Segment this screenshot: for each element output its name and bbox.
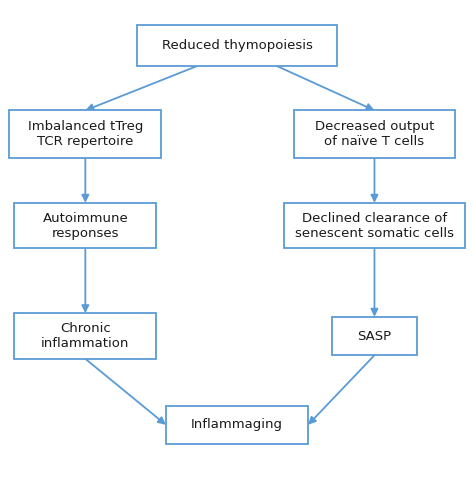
Text: SASP: SASP [357,329,392,343]
Text: Reduced thymopoiesis: Reduced thymopoiesis [162,39,312,52]
FancyBboxPatch shape [284,203,465,249]
FancyBboxPatch shape [137,25,337,66]
FancyBboxPatch shape [14,203,156,249]
Text: Declined clearance of
senescent somatic cells: Declined clearance of senescent somatic … [295,212,454,240]
FancyBboxPatch shape [294,110,455,158]
FancyBboxPatch shape [166,406,308,444]
Text: Inflammaging: Inflammaging [191,418,283,432]
Text: Autoimmune
responses: Autoimmune responses [43,212,128,240]
FancyBboxPatch shape [14,313,156,359]
FancyBboxPatch shape [332,317,417,355]
Text: Chronic
inflammation: Chronic inflammation [41,322,129,350]
FancyBboxPatch shape [9,110,161,158]
Text: Imbalanced tTreg
TCR repertoire: Imbalanced tTreg TCR repertoire [27,120,143,148]
Text: Decreased output
of naïve T cells: Decreased output of naïve T cells [315,120,434,148]
